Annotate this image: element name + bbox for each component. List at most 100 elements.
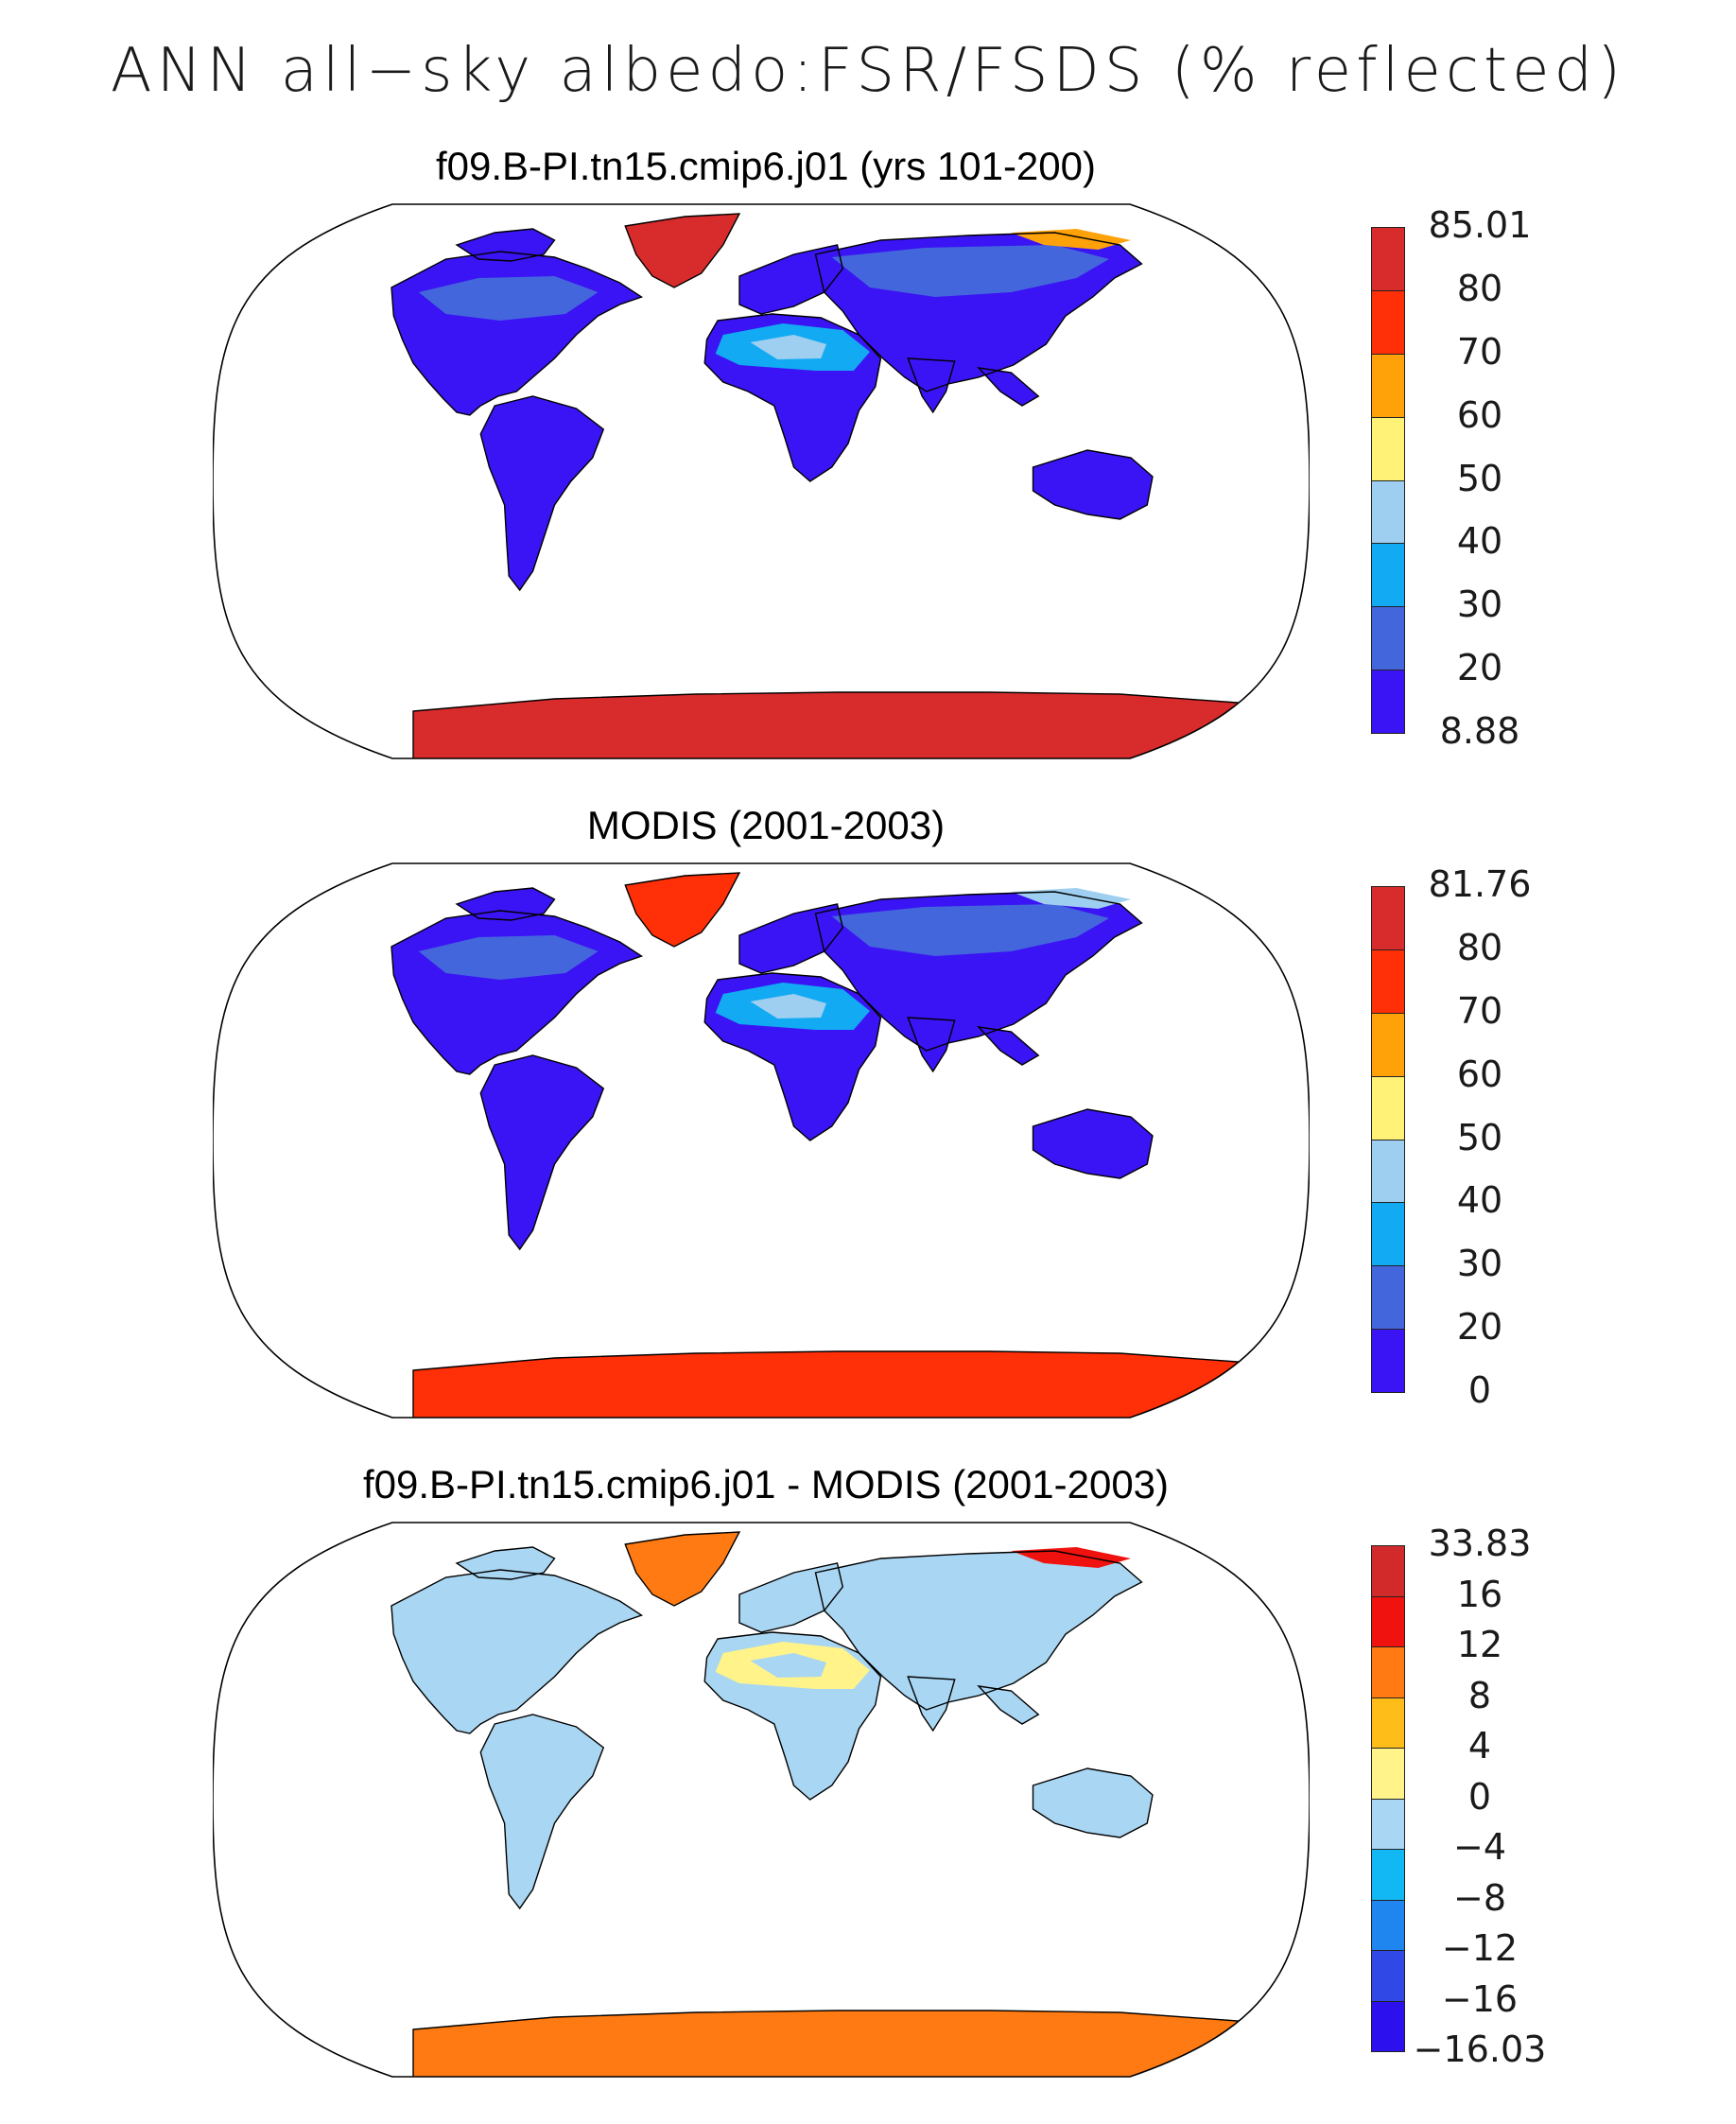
colorbar-tick-label: 70 [1456,989,1503,1032]
region-borealAsia [831,904,1109,956]
colorbar-tick-label: 16 [1456,1573,1503,1615]
colorbar-swatch [1371,543,1405,608]
region-india [908,1677,955,1731]
coastline-seAsia [979,1027,1038,1065]
panel-title: f09.B-PI.tn15.cmip6.j01 - MODIS (2001-20… [362,1462,1170,1506]
coastline-southAmerica [480,1715,603,1908]
map-fill-layer [391,1532,1300,2079]
coastline-india [908,358,954,412]
colorbar-swatch [1371,1075,1405,1140]
colorbar-swatch [1371,1139,1405,1204]
region-borealNA [418,276,599,321]
colorbar-tick-label: −16 [1441,1977,1519,2020]
coastline-africa [704,973,880,1140]
colorbar-tick-label: 81.76 [1428,863,1532,905]
colorbar-swatch [1371,886,1405,950]
colorbar-tick-label: −12 [1441,1927,1519,1969]
colorbar-tick-label: −4 [1452,1826,1507,1868]
coastline-northAmerica [391,911,642,1074]
region-greenland [625,1532,739,1606]
colorbar-swatch [1371,1595,1405,1647]
panel-title: MODIS (2001-2003) [586,803,946,847]
region-desertCore [750,1653,826,1678]
coastline-greenland [625,1532,739,1606]
colorbar-swatch [1371,1646,1405,1698]
colorbar-tick-label: −8 [1452,1876,1507,1919]
region-canadaArctic [457,1547,555,1579]
colorbar-swatch [1371,1265,1405,1331]
colorbar-tick-label: 20 [1456,647,1503,689]
region-greenland [625,873,739,947]
colorbar-tick-label: 30 [1456,1243,1503,1285]
colorbar-tick-label: 50 [1456,1116,1503,1158]
region-antarctica [412,692,1300,758]
colorbar-tick-label: 4 [1467,1725,1492,1767]
colorbar-tick-label: 33.83 [1428,1523,1532,1564]
coastline-seAsia [979,1686,1038,1724]
colorbar-tick-label: 80 [1456,267,1503,309]
region-seAsia [979,1686,1039,1724]
colorbar-swatch [1371,1012,1405,1077]
region-southAmerica [480,1055,604,1249]
colorbar: −16.03 −16 −12 −8 −4 0 4 8 12 16 33.83 [1362,1462,1674,2124]
region-antarctica [412,1351,1300,1418]
colorbar-tick-label: 30 [1456,583,1503,626]
region-borealNA [418,935,599,980]
coastline-canadaArctic [457,888,555,920]
region-borealAsia [831,1563,1109,1615]
colorbar-tick-label: 0 [1467,1775,1492,1818]
colorbar-swatch [1371,606,1405,671]
colorbar: 8.88 20 30 40 50 60 70 80 85.01 [1362,144,1674,806]
colorbar: 0 20 30 40 50 60 70 80 81.76 [1362,803,1674,1465]
panel-model: f09.B-PI.tn15.cmip6.j01 (yrs 101-200) 8.… [0,144,1736,806]
region-seAsia [979,1027,1039,1065]
coastline-australia [1033,1109,1154,1178]
colorbar-swatch [1371,353,1405,418]
colorbar-tick-label: 20 [1456,1306,1503,1349]
world-map [213,1522,1310,2079]
coastline-northAmerica [391,252,642,415]
colorbar-swatch [1371,1202,1405,1267]
coastline-asia [816,233,1142,392]
colorbar-tick-label: 0 [1467,1369,1492,1411]
region-desertCore [750,335,826,359]
region-antarctica [412,2011,1300,2077]
coastline-antarctica [413,692,1299,760]
colorbar-swatch [1371,227,1405,291]
region-greenland [625,214,739,287]
region-arcticEdge [1011,888,1131,909]
coastline-southAmerica [480,1055,603,1249]
coastline-antarctica [413,2011,1299,2079]
colorbar-tick-label: 50 [1456,457,1503,499]
colorbar-swatch [1371,670,1405,734]
map-fill-layer [391,214,1300,760]
map-border [213,1522,1310,2078]
region-canadaArctic [457,888,555,920]
colorbar-tick-label: 60 [1456,393,1503,436]
coastline-canadaArctic [457,229,555,261]
coastline-asia [816,892,1142,1051]
colorbar-tick-label: 80 [1456,926,1503,968]
region-arcticEdge [1011,229,1131,250]
colorbar-tick-label: −16.03 [1413,2028,1547,2070]
panel-title: f09.B-PI.tn15.cmip6.j01 (yrs 101-200) [435,144,1096,188]
coastline-africa [704,1632,880,1800]
world-map [213,203,1310,760]
colorbar-tick-label: 8 [1467,1674,1492,1716]
coastline-greenland [625,214,739,287]
region-borealNA [418,1594,599,1639]
panel-difference: f09.B-PI.tn15.cmip6.j01 - MODIS (2001-20… [0,1462,1736,2124]
colorbar-swatch [1371,1329,1405,1393]
colorbar-tick-label: 40 [1456,520,1503,563]
colorbar-swatch [1371,1950,1405,2002]
colorbar-swatch [1371,289,1405,355]
coastline-australia [1033,450,1154,519]
region-canadaArctic [457,229,555,261]
world-map [213,862,1310,1419]
colorbar-tick-label: 8.88 [1439,710,1520,752]
colorbar-swatch [1371,1798,1405,1850]
coastline-india [908,1018,954,1071]
map-border [213,862,1310,1419]
colorbar-tick-label: 85.01 [1428,204,1532,246]
colorbar-swatch [1371,1899,1405,1951]
